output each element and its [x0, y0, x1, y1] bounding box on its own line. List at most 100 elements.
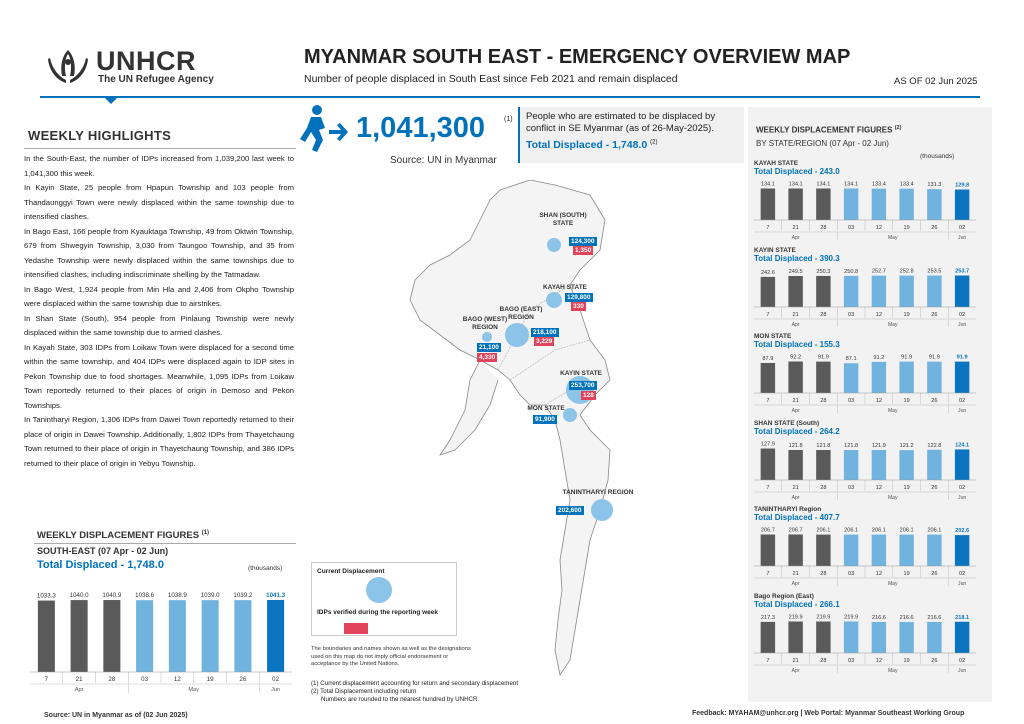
bar	[788, 534, 803, 566]
bar-value-label: 1040.0	[70, 592, 89, 599]
highlights-title: WEEKLY HIGHLIGHTS	[28, 128, 172, 143]
month-label: Jun	[958, 581, 966, 586]
month-label: May	[888, 408, 898, 413]
bar-value-label: 127.9	[761, 441, 775, 447]
headline-total: Total Displaced - 1,748.0 (2)	[526, 139, 738, 151]
bar-value-label: 92.2	[790, 355, 801, 361]
bar	[201, 600, 219, 672]
state-bar-chart: 217.3 7 219.9 21 219.9 28 219.9 03 216.6 12 216.6 1…	[754, 614, 976, 673]
as-of-date: AS OF 02 Jun 2025	[894, 76, 978, 87]
bar	[843, 449, 859, 480]
bar	[954, 361, 970, 393]
x-tick-label: 03	[141, 676, 148, 683]
bar	[871, 361, 887, 393]
left-chart-title-text: WEEKLY DISPLACEMENT FIGURES	[37, 530, 200, 542]
month-label: Jun	[958, 495, 966, 500]
bar	[816, 449, 831, 480]
x-tick-label: 03	[848, 225, 854, 231]
bar	[136, 600, 154, 672]
x-tick-label: 26	[931, 485, 937, 491]
map-label-mon: MON STATE	[527, 405, 565, 412]
bar-value-label: 252.7	[872, 268, 886, 274]
x-tick-label: 03	[848, 658, 854, 664]
bar	[168, 600, 186, 672]
legend-current-label: Current Displacement	[317, 568, 385, 575]
page-subtitle: Number of people displaced in South East…	[304, 73, 678, 85]
bar-value-label: 217.3	[761, 614, 775, 620]
x-tick-label: 02	[959, 658, 965, 664]
bar	[760, 621, 776, 653]
bar	[788, 449, 803, 480]
x-tick-label: 28	[108, 676, 115, 683]
unhcr-logo-icon	[48, 50, 88, 83]
bar	[37, 600, 55, 672]
bar-value-label: 122.8	[927, 442, 941, 448]
map-new-kayah: 330	[571, 302, 586, 311]
map-new-kayin: 128	[581, 391, 596, 400]
month-label: Jun	[271, 687, 280, 693]
map-new-bago-east: 3,229	[534, 337, 555, 346]
bar-value-label: 134.1	[761, 182, 775, 188]
highlights-body: In the South-East, the number of IDPs in…	[24, 152, 294, 471]
state-chart-block: MON STATE Total Displaced - 155.3 87.9 7 92.…	[754, 333, 990, 420]
bar	[843, 275, 859, 307]
bar	[760, 362, 776, 393]
bar-value-label: 121.8	[789, 443, 803, 449]
map-label-kayah: KAYAH STATE	[542, 284, 588, 291]
bar-value-label: 216.6	[872, 614, 886, 620]
bar	[927, 534, 942, 566]
x-tick-label: 19	[904, 571, 910, 577]
headline-source: Source: UN in Myanmar	[390, 155, 497, 166]
map-label-bago-east: BAGO (EAST) REGION	[499, 306, 543, 321]
footer-source: Source: UN in Myanmar as of (02 Jun 2025…	[44, 712, 188, 719]
bar-value-label: 121.8	[816, 443, 830, 449]
x-tick-label: 7	[766, 658, 769, 664]
bar-value-label: 219.9	[816, 614, 830, 620]
month-label: Apr	[75, 687, 84, 693]
bar-value-label: 216.6	[900, 614, 914, 620]
state-total: Total Displaced - 390.3	[754, 253, 840, 263]
x-tick-label: 03	[848, 398, 854, 404]
bar-value-label: 202.6	[955, 528, 969, 534]
bar-value-label: 250.3	[816, 268, 830, 274]
x-tick-label: 02	[272, 676, 279, 683]
state-name: KAYIN STATE	[754, 246, 796, 254]
x-tick-label: 12	[876, 398, 882, 404]
x-tick-label: 21	[793, 485, 799, 491]
bar	[899, 188, 914, 220]
x-tick-label: 12	[876, 571, 882, 577]
bar-value-label: 91.2	[873, 355, 884, 361]
right-panel-title-text: WEEKLY DISPLACEMENT FIGURES	[756, 125, 893, 135]
headline-info-text: People who are estimated to be displaced…	[526, 111, 716, 134]
logo-text: UNHCR	[96, 46, 196, 76]
bar-value-label: 206.7	[789, 528, 803, 534]
state-name: Bago Region (East)	[754, 592, 814, 600]
bar-value-label: 242.6	[761, 269, 775, 275]
bar-value-label: 121.9	[872, 442, 886, 448]
bar	[954, 189, 970, 220]
state-chart-block: SHAN STATE (South) Total Displaced - 264.…	[754, 420, 990, 507]
x-tick-label: 26	[931, 398, 937, 404]
bar-value-label: 91.9	[901, 355, 912, 361]
bar	[788, 188, 803, 220]
bar	[871, 449, 887, 480]
bar	[816, 188, 831, 220]
bar-value-label: 216.6	[927, 614, 941, 620]
map-new-bago-west: 4,330	[477, 353, 498, 362]
bar	[899, 621, 914, 653]
state-total: Total Displaced - 266.1	[754, 599, 840, 609]
header-notch	[104, 97, 118, 104]
bar	[899, 534, 914, 566]
left-bar-chart: 1033.3 7 1040.0 21 1040.9 28 1038.6 03 1038.9 12 1…	[30, 592, 292, 693]
x-tick-label: 21	[793, 225, 799, 231]
x-tick-label: 02	[959, 485, 965, 491]
bar-value-label: 249.5	[789, 269, 803, 275]
bar	[103, 600, 121, 672]
x-tick-label: 02	[959, 398, 965, 404]
month-label: Apr	[792, 495, 800, 500]
state-bar-chart: 242.6 7 249.5 21 250.3 28 250.8 03 252.7 12 252.8 1…	[754, 268, 976, 327]
bar-value-label: 131.3	[927, 182, 941, 188]
left-chart-title: WEEKLY DISPLACEMENT FIGURES (1)	[37, 530, 209, 541]
x-tick-label: 12	[876, 225, 882, 231]
month-label: Jun	[958, 408, 966, 413]
